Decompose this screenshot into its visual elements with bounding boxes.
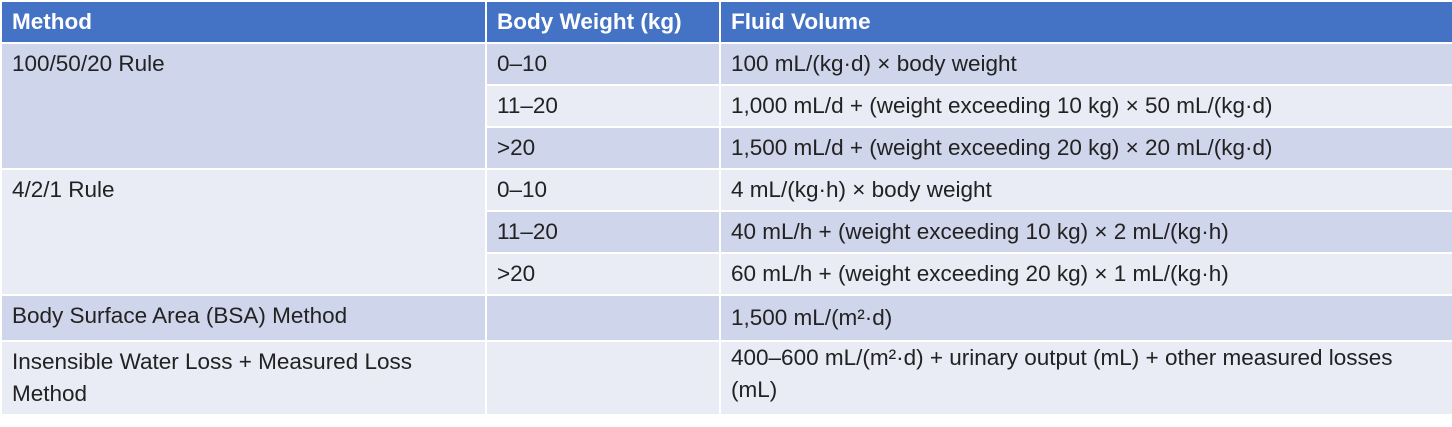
weight-cell: [485, 294, 721, 342]
table-row: 11–20 40 mL/h + (weight exceeding 10 kg) …: [1, 210, 1452, 254]
weight-cell: 0–10: [485, 42, 721, 86]
table-row: 100/50/20 Rule 0–10 100 mL/(kg·d) × body w…: [0, 42, 1452, 170]
weight-cell: 0–10: [485, 168, 721, 212]
fluid-table: Method Body Weight (kg) Fluid Volume 100…: [0, 0, 1452, 416]
method-cell: Body Surface Area (BSA) Method: [0, 294, 487, 342]
header-cell: Body Weight (kg): [485, 0, 721, 44]
volume-cell: 100 mL/(kg·d) × body weight: [719, 42, 1452, 86]
header-cell: Fluid Volume: [719, 0, 1452, 44]
weight-cell: >20: [485, 126, 721, 170]
table-row: Body Surface Area (BSA) Method 1,500 mL/(…: [0, 294, 1452, 342]
weight-cell: 11–20: [485, 210, 721, 254]
method-cell: 4/2/1 Rule: [0, 168, 487, 296]
volume-cell: 40 mL/h + (weight exceeding 10 kg) × 2 m…: [719, 210, 1452, 254]
volume-cell: 400–600 mL/(m²·d) + urinary output (mL) …: [719, 340, 1452, 416]
method-cell: 100/50/20 Rule: [0, 42, 487, 170]
table-row: >20 60 mL/h + (weight exceeding 20 kg) × …: [1, 252, 1452, 296]
header-row: Method Body Weight (kg) Fluid Volume: [0, 0, 1452, 44]
volume-cell: 60 mL/h + (weight exceeding 20 kg) × 1 m…: [719, 252, 1452, 296]
volume-cell: 1,500 mL/d + (weight exceeding 20 kg) × …: [719, 126, 1452, 170]
volume-cell: 1,500 mL/(m²·d): [719, 294, 1452, 342]
weight-cell: 11–20: [485, 84, 721, 128]
weight-cell: [485, 340, 721, 416]
table-row: 11–20 1,000 mL/d + (weight exceeding 10 k…: [1, 84, 1452, 128]
volume-cell: 1,000 mL/d + (weight exceeding 10 kg) × …: [719, 84, 1452, 128]
table-row: 4/2/1 Rule 0–10 4 mL/(kg·h) × body weight: [0, 168, 1452, 296]
header-cell: Method: [0, 0, 487, 44]
volume-cell: 4 mL/(kg·h) × body weight: [719, 168, 1452, 212]
table-row: >20 1,500 mL/d + (weight exceeding 20 kg)…: [1, 126, 1452, 170]
table-body: 100/50/20 Rule 0–10 100 mL/(kg·d) × body w…: [0, 42, 1452, 416]
table-row: Insensible Water Loss + Measured Loss Me…: [0, 340, 1452, 416]
weight-cell: >20: [485, 252, 721, 296]
method-cell: Insensible Water Loss + Measured Loss Me…: [0, 340, 487, 416]
